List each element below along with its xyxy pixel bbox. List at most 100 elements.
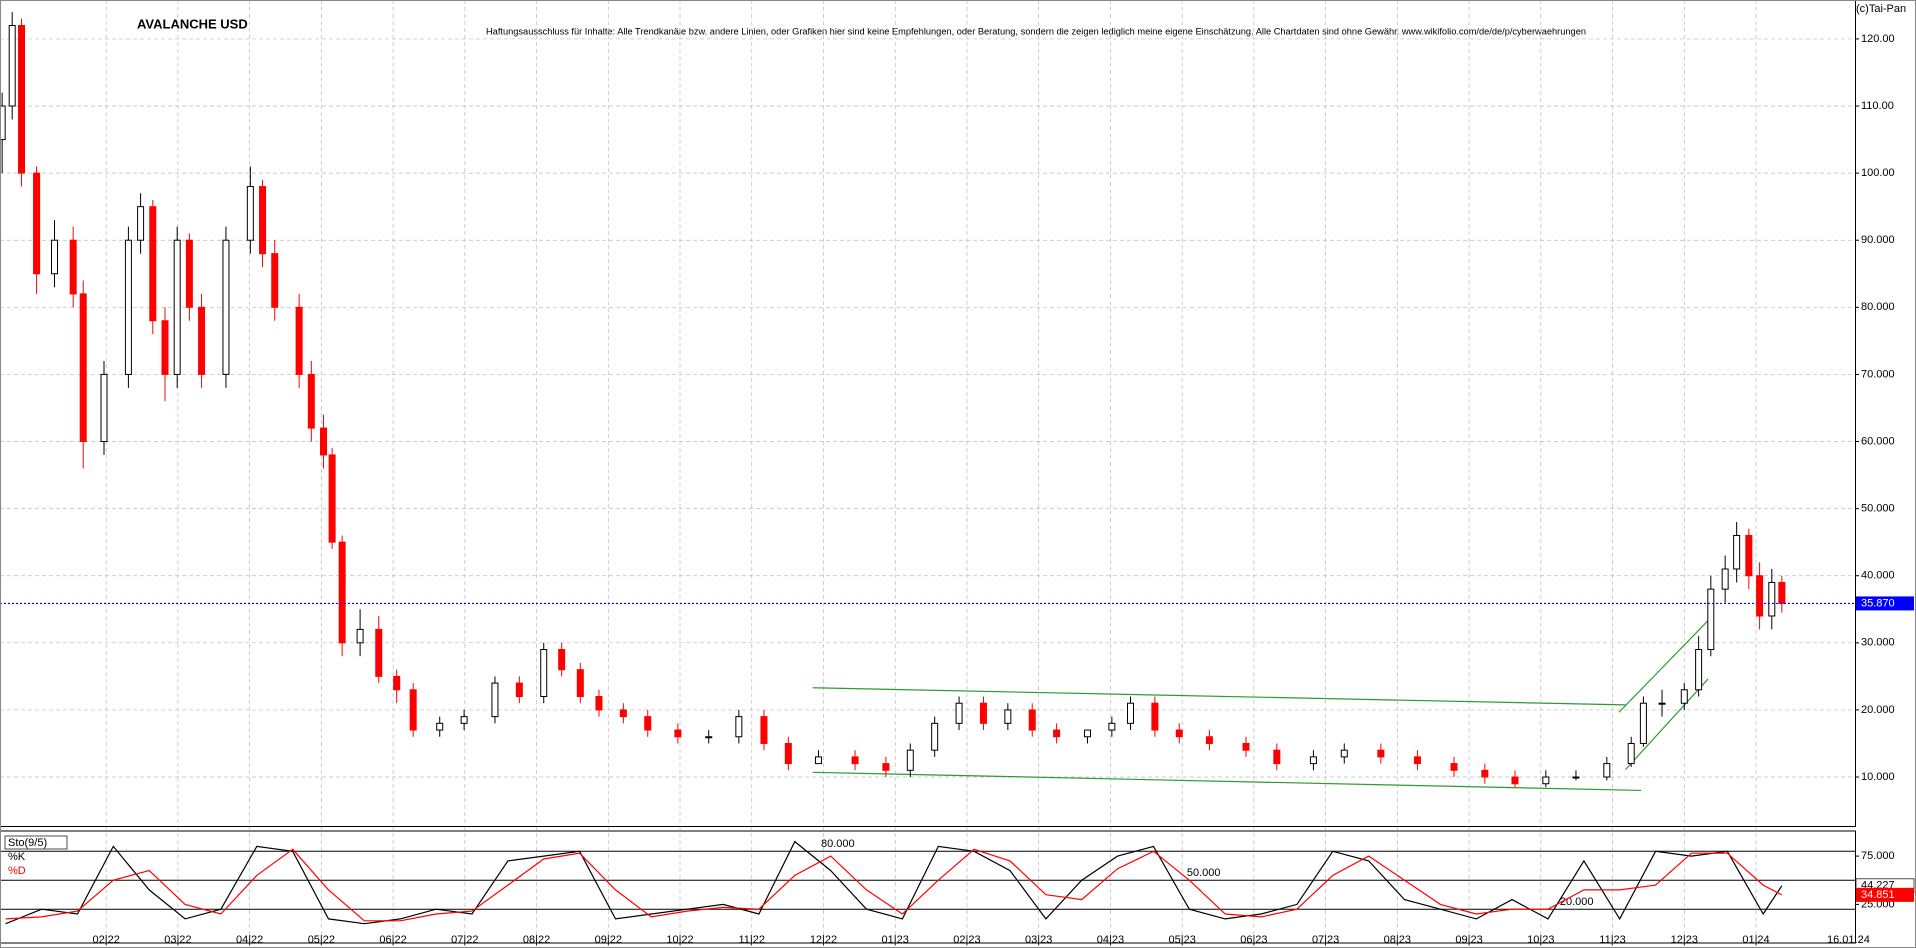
candle-body [1450, 763, 1458, 771]
candle-body [1733, 534, 1741, 570]
y-tick-label: 80.000 [1861, 301, 1895, 313]
candle-body [1707, 588, 1715, 651]
x-tick-label: 11|23 [1599, 934, 1626, 946]
candle-body [1658, 702, 1666, 705]
candle-body [1756, 575, 1764, 617]
x-tick-label: 01|24 [1742, 934, 1769, 946]
candle-body [644, 716, 652, 731]
x-tick-label: 12|22 [810, 934, 837, 946]
y-tick-label: 120.00 [1861, 33, 1895, 45]
candle-body [161, 320, 169, 375]
candle-body [1778, 581, 1786, 604]
y-tick-label: 40.000 [1861, 570, 1895, 582]
candle-body [1745, 534, 1753, 577]
candle-body [246, 186, 254, 241]
y-tick-label: 50.000 [1861, 503, 1895, 515]
candle-body [705, 736, 713, 739]
candle-body [1108, 722, 1116, 731]
chart-title: AVALANCHE USD [137, 16, 248, 31]
last-value-label: 34.851 [1861, 889, 1895, 901]
x-tick-label: 07|23 [1312, 934, 1339, 946]
y-tick-label: 75.000 [1861, 850, 1895, 862]
candle-body [295, 306, 303, 375]
candle-body [198, 306, 206, 375]
candle-body [931, 722, 939, 751]
candle-body [979, 702, 987, 724]
candle-body [619, 709, 627, 718]
y-tick-label: 70.000 [1861, 368, 1895, 380]
candle-body [735, 716, 743, 738]
candle-body [491, 682, 499, 718]
trend-line [812, 771, 1642, 792]
candle-body [0, 105, 6, 141]
candle-body [1768, 581, 1776, 617]
candle-body [1603, 763, 1611, 778]
y-tick-label: 20.000 [1861, 704, 1895, 716]
candle-body [576, 669, 584, 697]
x-tick-label: 03|22 [164, 934, 191, 946]
candle-body [320, 427, 328, 456]
candle-body [1175, 729, 1183, 738]
candle-body [1053, 729, 1061, 738]
candle-body [814, 756, 822, 765]
candle-body [149, 206, 157, 322]
y-tick-label: 100.00 [1861, 167, 1895, 179]
x-tick-label: 07|22 [451, 934, 478, 946]
level-label: 50.000 [1187, 867, 1221, 879]
candle-body [51, 239, 59, 275]
x-tick-label: 06|22 [379, 934, 406, 946]
candle-body [185, 239, 193, 308]
candle-body [1377, 749, 1385, 758]
candle-body [1413, 756, 1421, 765]
candle-body [356, 628, 364, 644]
x-tick-label: 06|23 [1240, 934, 1267, 946]
indicator-box [4, 835, 68, 850]
indicator-title: Sto(9/5) [8, 837, 47, 849]
x-tick-label: 04|23 [1097, 934, 1124, 946]
trend-line [1625, 678, 1709, 771]
last-value-box [1856, 887, 1914, 902]
x-tick-label: 09|23 [1455, 934, 1482, 946]
candle-body [1680, 689, 1688, 704]
trend-line [1618, 620, 1709, 713]
last-price-label: 35.870 [1861, 597, 1895, 609]
candle-body [1127, 702, 1135, 724]
candle-body [124, 239, 132, 375]
candle-body [436, 722, 444, 731]
x-tick-label: 04|22 [236, 934, 263, 946]
candle-body [137, 206, 145, 241]
source: (c)Tai-Pan [1856, 3, 1906, 15]
candle-body [307, 373, 315, 429]
date-label: 16.01.24 [1827, 934, 1870, 946]
x-tick-label: 05|23 [1168, 934, 1195, 946]
candle-body [1151, 702, 1159, 731]
candle-body [540, 649, 548, 697]
candle-body [259, 186, 267, 255]
candle-body [906, 749, 914, 771]
candle-body [375, 628, 383, 677]
candle-body [393, 675, 401, 691]
candle-body [851, 756, 859, 765]
trend-line [812, 687, 1626, 706]
candle-body [1481, 769, 1489, 778]
x-tick-label: 09|22 [595, 934, 622, 946]
candle-body [1309, 756, 1317, 765]
x-tick-label: 08|23 [1384, 934, 1411, 946]
candle-body [1028, 709, 1036, 731]
y-tick-label: 110.00 [1861, 100, 1894, 112]
x-tick-label: 05|22 [308, 934, 335, 946]
candle-body [1205, 736, 1213, 744]
candle-body [271, 253, 279, 308]
disclaimer: Haftungsausschluss für Inhalte: Alle Tre… [486, 26, 1586, 36]
candle-body [1721, 568, 1729, 590]
candle-body [338, 541, 346, 644]
candle-body [328, 454, 336, 543]
candle-body [79, 293, 87, 443]
level-label: 80.000 [821, 838, 855, 850]
candle-body [1639, 702, 1647, 744]
candle-body [1627, 742, 1635, 765]
candle-body [460, 716, 468, 724]
candle-body [18, 24, 26, 174]
candle-body [1242, 742, 1250, 751]
